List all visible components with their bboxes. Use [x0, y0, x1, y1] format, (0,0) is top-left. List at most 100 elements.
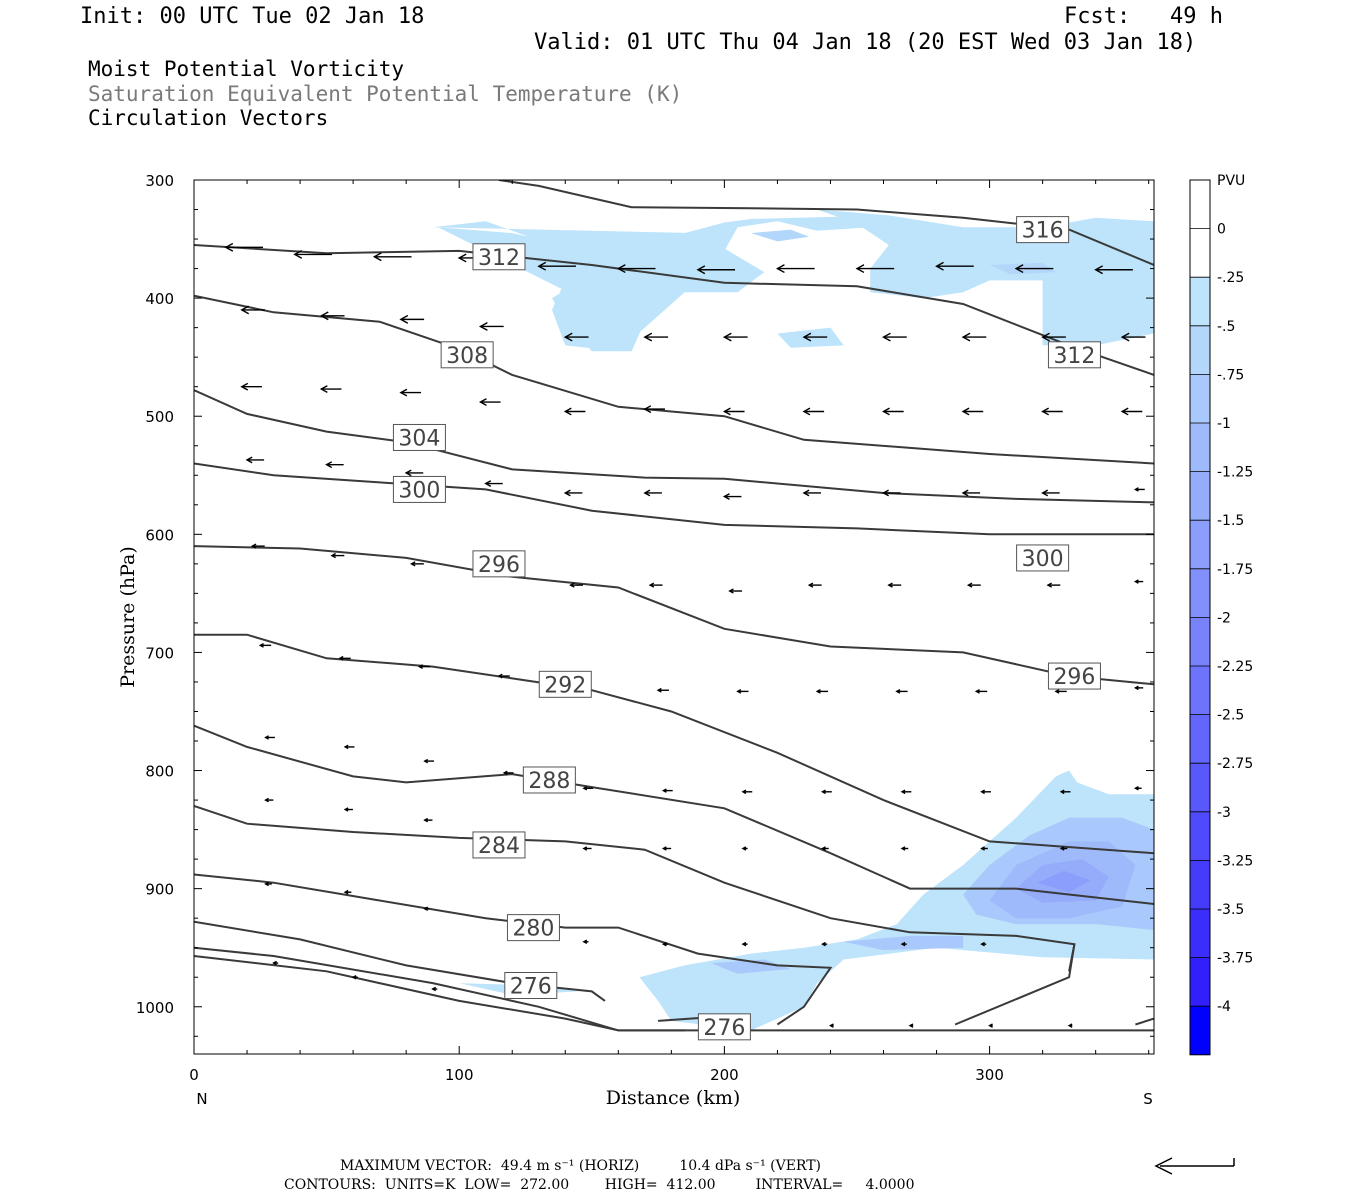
vector-head	[431, 986, 437, 992]
vector-head	[582, 785, 588, 791]
vector-arrow	[1046, 582, 1061, 588]
vector-arrow	[661, 788, 673, 793]
vector-head	[802, 489, 810, 497]
vector-arrow	[325, 461, 344, 469]
vector-head	[661, 846, 667, 851]
vector-arrow	[1133, 487, 1145, 492]
vector-arrow	[582, 939, 589, 945]
vector-head	[1059, 789, 1065, 795]
vector-arrow	[563, 489, 583, 497]
vector-arrow	[240, 382, 262, 391]
colorbar-segment	[1190, 1006, 1210, 1055]
reference-vector-arrow	[1154, 1157, 1235, 1175]
vector-head	[293, 249, 303, 259]
vector-head	[961, 332, 971, 342]
colorbar-label: -.5	[1217, 319, 1235, 335]
vector-head	[961, 407, 970, 416]
vector-head	[882, 332, 891, 342]
colorbar-label: -.25	[1217, 270, 1244, 286]
contour-296-7	[194, 545, 1154, 686]
vector-arrow	[935, 261, 974, 271]
vector-arrow	[661, 846, 672, 851]
vector-arrow	[821, 789, 832, 795]
vector-head	[1133, 487, 1139, 492]
vector-arrow	[240, 305, 265, 315]
colorbar-segment	[1190, 860, 1210, 909]
vector-head	[372, 252, 382, 262]
vector-arrow	[264, 797, 274, 803]
vector-head	[423, 906, 429, 911]
y-tick-label: 500	[145, 408, 174, 426]
vector-arrow	[974, 689, 988, 694]
vector-arrow	[410, 561, 424, 567]
contour-label-box	[522, 766, 576, 794]
vector-arrow	[722, 332, 748, 342]
contour-label-text: 316	[1022, 219, 1064, 244]
vector-head	[343, 889, 349, 895]
vector-head	[741, 941, 747, 947]
contour-label-box	[440, 341, 494, 369]
vector-arrow	[423, 817, 433, 823]
contour-308-3	[194, 294, 1154, 465]
contour-label-288: 288	[522, 766, 576, 794]
vector-arrow	[807, 582, 822, 588]
pv-shading	[432, 209, 1154, 1031]
vector-head	[258, 642, 264, 648]
contour-280-12	[194, 873, 833, 1026]
contour-label-text: 284	[478, 834, 520, 859]
vector-head	[1120, 332, 1130, 342]
vector-arrow	[961, 489, 981, 497]
contour-label-296: 296	[1047, 662, 1101, 690]
vector-arrow	[250, 543, 265, 549]
contour-label-text: 276	[510, 974, 552, 999]
pv-region-1	[432, 221, 765, 352]
vector-head	[537, 261, 547, 271]
contour-label-300: 300	[392, 475, 446, 503]
vector-head	[240, 305, 250, 315]
y-tick-label: 300	[145, 172, 174, 190]
vector-head	[722, 407, 731, 416]
vector-head	[855, 264, 865, 274]
vector-arrow	[343, 744, 355, 750]
vector-arrow	[1094, 265, 1133, 275]
vector-head	[728, 588, 734, 594]
vector-arrow	[272, 960, 279, 966]
vector-head	[616, 264, 626, 274]
vector-head	[643, 332, 653, 342]
y-tick-label: 600	[145, 526, 174, 544]
vector-head	[882, 489, 889, 497]
vector-arrow	[478, 322, 504, 331]
contour-label-box	[1047, 662, 1101, 690]
vector-head	[1067, 1023, 1073, 1028]
vector-arrow	[882, 332, 907, 342]
vector-arrow	[736, 689, 749, 694]
vector-head	[895, 689, 901, 694]
vector-arrow	[1041, 332, 1066, 342]
vector-arrow	[980, 941, 987, 947]
vector-arrow	[264, 881, 272, 887]
vector-head	[882, 407, 890, 416]
vector-head	[829, 1023, 834, 1028]
vector-head	[908, 1023, 914, 1028]
contour-labels: 316 312 312 308 304 300 300 296 296 292 288 284 280 2…	[392, 216, 1101, 1041]
vector-head	[1133, 785, 1139, 791]
colorbar-label: -2.75	[1217, 756, 1253, 772]
pv-region-2	[817, 209, 1154, 346]
vector-arrow	[502, 770, 514, 776]
y-tick-label: 400	[145, 290, 174, 308]
vector-arrow	[661, 941, 669, 947]
vector-head	[775, 264, 785, 274]
colorbar-segment	[1190, 471, 1210, 521]
max-vector-note: MAXIMUM VECTOR: 49.4 m s⁻¹ (HORIZ) 10.4 …	[340, 1158, 822, 1174]
vector-arrow	[319, 311, 345, 321]
vector-head	[643, 405, 652, 414]
contour-label-276: 276	[697, 1013, 751, 1041]
contour-label-text: 288	[528, 769, 570, 794]
vector-arrow	[343, 889, 352, 895]
vector-arrow	[802, 407, 825, 416]
x-tick-label: 0	[189, 1066, 199, 1084]
colorbar-label: -3.75	[1217, 951, 1253, 967]
vector-arrow	[741, 941, 748, 947]
vector-arrow	[900, 789, 912, 795]
